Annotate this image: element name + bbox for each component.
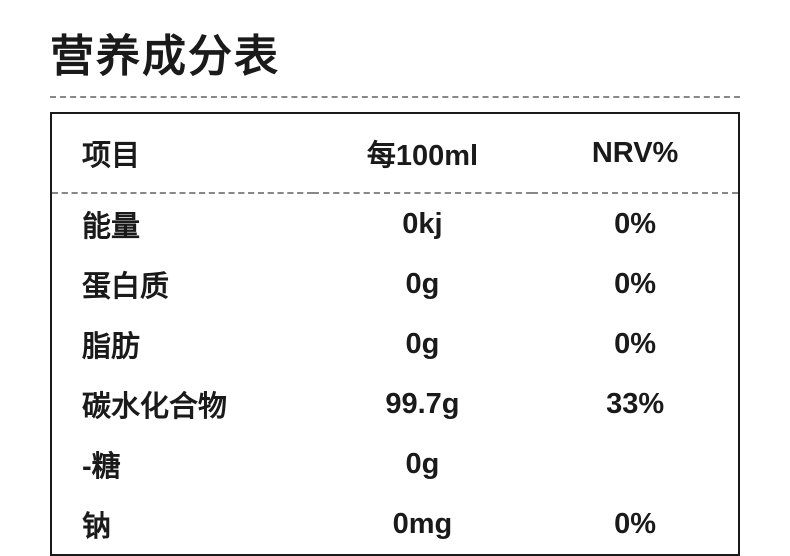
table-row: 能量 0kj 0% <box>52 193 738 254</box>
header-item: 项目 <box>52 114 313 193</box>
header-nrv: NRV% <box>532 114 738 193</box>
table-row: 碳水化合物 99.7g 33% <box>52 374 738 434</box>
nutrition-table: 项目 每100ml NRV% 能量 0kj 0% 蛋白质 0g 0% 脂肪 0g… <box>52 114 738 554</box>
table-row: 蛋白质 0g 0% <box>52 254 738 314</box>
cell-nrv: 0% <box>532 314 738 374</box>
table-row: 脂肪 0g 0% <box>52 314 738 374</box>
cell-item: 钠 <box>52 494 313 554</box>
cell-nrv <box>532 434 738 494</box>
cell-nrv: 0% <box>532 494 738 554</box>
cell-item: 蛋白质 <box>52 254 313 314</box>
cell-nrv: 0% <box>532 254 738 314</box>
table-header-row: 项目 每100ml NRV% <box>52 114 738 193</box>
cell-per: 99.7g <box>313 374 533 434</box>
cell-item: 脂肪 <box>52 314 313 374</box>
table-title: 营养成分表 <box>50 20 740 98</box>
cell-per: 0g <box>313 254 533 314</box>
header-per: 每100ml <box>313 114 533 193</box>
cell-per: 0kj <box>313 193 533 254</box>
cell-item: 能量 <box>52 193 313 254</box>
table-row: 钠 0mg 0% <box>52 494 738 554</box>
cell-per: 0g <box>313 314 533 374</box>
table-row: -糖 0g <box>52 434 738 494</box>
cell-nrv: 33% <box>532 374 738 434</box>
cell-item: -糖 <box>52 434 313 494</box>
nutrition-table-container: 项目 每100ml NRV% 能量 0kj 0% 蛋白质 0g 0% 脂肪 0g… <box>50 112 740 556</box>
cell-per: 0g <box>313 434 533 494</box>
cell-item: 碳水化合物 <box>52 374 313 434</box>
cell-nrv: 0% <box>532 193 738 254</box>
cell-per: 0mg <box>313 494 533 554</box>
